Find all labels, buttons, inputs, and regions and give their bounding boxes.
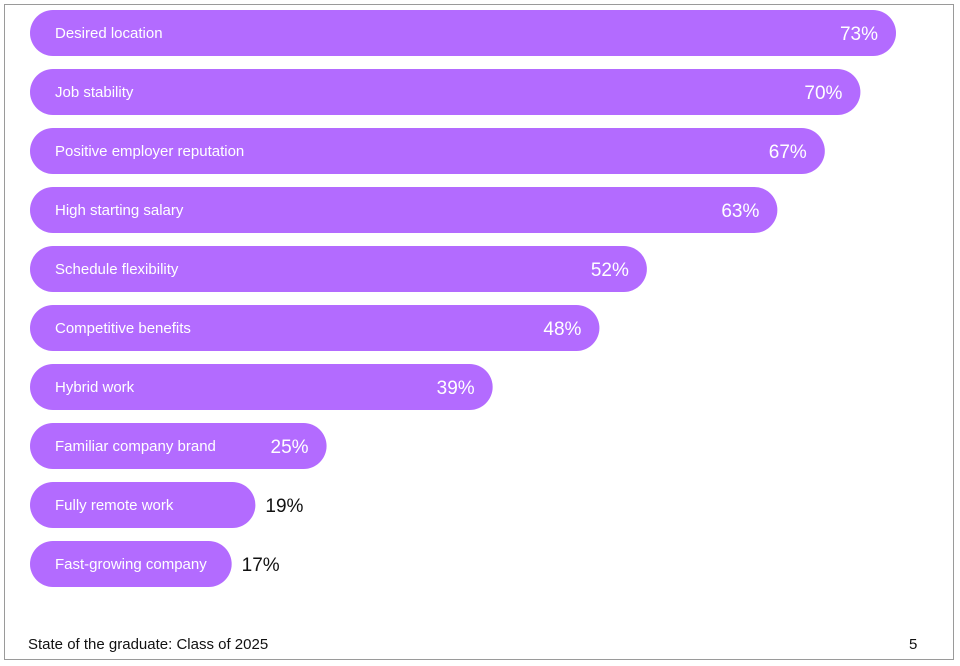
bar-group-positive-employer-reputation: Positive employer reputation 67% — [30, 128, 825, 174]
bar-fully-remote-work — [30, 482, 256, 528]
bar-group-job-stability: Job stability 70% — [30, 69, 861, 115]
value-label: 73% — [840, 24, 878, 45]
bar-job-stability — [30, 69, 861, 115]
bar-label: Competitive benefits — [55, 320, 191, 337]
bar-desired-location — [30, 10, 896, 56]
bar-schedule-flexibility — [30, 246, 647, 292]
bar-label: Fully remote work — [55, 497, 174, 514]
bar-label: Positive employer reputation — [55, 143, 244, 160]
bar-label: Fast-growing company — [55, 556, 207, 573]
value-label: 25% — [271, 437, 309, 458]
footer-title: State of the graduate: Class of 2025 — [28, 636, 269, 653]
value-label: 63% — [721, 201, 759, 222]
bar-label: Desired location — [55, 25, 163, 42]
bar-familiar-company-brand — [30, 423, 327, 469]
value-label: 70% — [804, 83, 842, 104]
bar-competitive-benefits — [30, 305, 600, 351]
value-label: 19% — [265, 496, 303, 517]
bar-label: Job stability — [55, 84, 134, 101]
bar-label: Hybrid work — [55, 379, 135, 396]
bar-group-hybrid-work: Hybrid work 39% — [30, 364, 493, 410]
page-number: 5 — [909, 636, 918, 653]
bar-fast-growing-company — [30, 541, 232, 587]
bar-label: High starting salary — [55, 202, 184, 219]
bar-group-fully-remote-work: Fully remote work 19% — [30, 482, 304, 528]
bar-high-starting-salary — [30, 187, 778, 233]
bar-label: Schedule flexibility — [55, 261, 179, 278]
bar-group-desired-location: Desired location 73% — [30, 10, 896, 56]
value-label: 17% — [242, 555, 280, 576]
bar-hybrid-work — [30, 364, 493, 410]
bar-group-fast-growing-company: Fast-growing company 17% — [30, 541, 280, 587]
bar-group-high-starting-salary: High starting salary 63% — [30, 187, 778, 233]
bar-label: Familiar company brand — [55, 438, 216, 455]
bar-positive-employer-reputation — [30, 128, 825, 174]
bar-group-familiar-company-brand: Familiar company brand 25% — [30, 423, 327, 469]
value-label: 52% — [591, 260, 629, 281]
bar-group-schedule-flexibility: Schedule flexibility 52% — [30, 246, 647, 292]
value-label: 48% — [543, 319, 581, 340]
value-label: 39% — [437, 378, 475, 399]
value-label: 67% — [769, 142, 807, 163]
bar-chart: Desired location 73% Job stability 70% Posit… — [30, 10, 896, 587]
bar-group-competitive-benefits: Competitive benefits 48% — [30, 305, 600, 351]
